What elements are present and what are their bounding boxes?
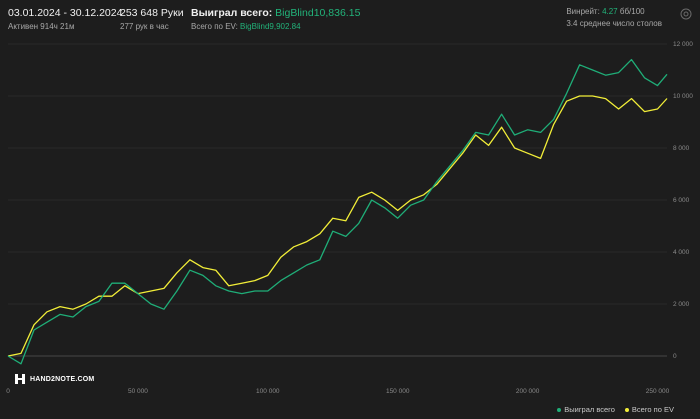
legend-item-ev[interactable]: Всего по EV [624,405,674,414]
date-range-block: 03.01.2024 - 30.12.2024 Активен 914ч 21м [8,7,122,31]
stats-header: 03.01.2024 - 30.12.2024 Активен 914ч 21м… [0,0,700,36]
x-tick-label: 0 [6,388,10,395]
winnings-block: Выиграл всего: BigBlind10,836.15 Всего п… [191,7,360,31]
y-tick-label: 6 000 [673,197,690,204]
x-tick-label: 150 000 [386,388,410,395]
hands-count: 253 648 Руки [120,7,184,19]
chart-grid [8,43,667,357]
legend-dot-won [557,407,562,412]
won-label: Выиграл всего: [191,7,273,19]
hands-block: 253 648 Руки 277 рук в час [120,7,184,31]
winrate-unit: бб/100 [619,7,645,16]
chart-series [7,58,668,365]
ev-value: BigBlind9,902.84 [240,22,301,31]
date-range[interactable]: 03.01.2024 - 30.12.2024 [8,7,123,19]
legend-dot-ev [624,407,629,412]
hand2note-logo: HAND2NOTE.COM [14,373,94,385]
ev-total: Всего по EV: BigBlind9,902.84 [191,22,360,31]
series-line-ev [7,95,668,357]
winrate: Винрейт: 4.27 бб/100 [566,7,662,16]
avg-tables: 3.4 среднее число столов [566,19,662,28]
y-tick-label: 8 000 [673,145,690,152]
y-tick-label: 4 000 [673,249,690,256]
winrate-value: 4.27 [602,7,618,16]
y-tick-label: 12 000 [673,41,693,48]
hands-per-hour: 277 рук в час [120,22,169,31]
series-line-won [7,58,668,365]
won-value: BigBlind10,836.15 [275,7,361,19]
chart-legend: Выиграл всего Всего по EV [557,405,674,414]
settings-gear-icon[interactable] [680,8,692,20]
x-tick-label: 50 000 [128,388,148,395]
winrate-label: Винрейт: [566,7,600,16]
legend-item-won[interactable]: Выиграл всего [557,405,615,414]
y-tick-label: 10 000 [673,93,693,100]
hand2note-logo-icon [15,374,25,384]
x-axis: 0 50 000 100 000 150 000 200 000 250 000 [6,388,669,395]
y-tick-label: 2 000 [673,301,690,308]
legend-label-ev: Всего по EV [631,405,674,414]
x-tick-label: 200 000 [516,388,540,395]
x-tick-label: 100 000 [256,388,280,395]
y-tick-label: 0 [673,353,677,360]
active-time: Активен 914ч 21м [8,22,75,31]
ev-label: Всего по EV: [191,22,238,31]
logo-text: HAND2NOTE.COM [30,375,95,383]
winrate-block: Винрейт: 4.27 бб/100 3.4 среднее число с… [566,7,662,28]
legend-label-won: Выиграл всего [564,405,615,414]
x-tick-label: 250 000 [646,388,670,395]
y-axis: 0 2 000 4 000 6 000 8 000 10 000 12 000 [673,41,693,360]
won-total: Выиграл всего: BigBlind10,836.15 [191,7,360,19]
